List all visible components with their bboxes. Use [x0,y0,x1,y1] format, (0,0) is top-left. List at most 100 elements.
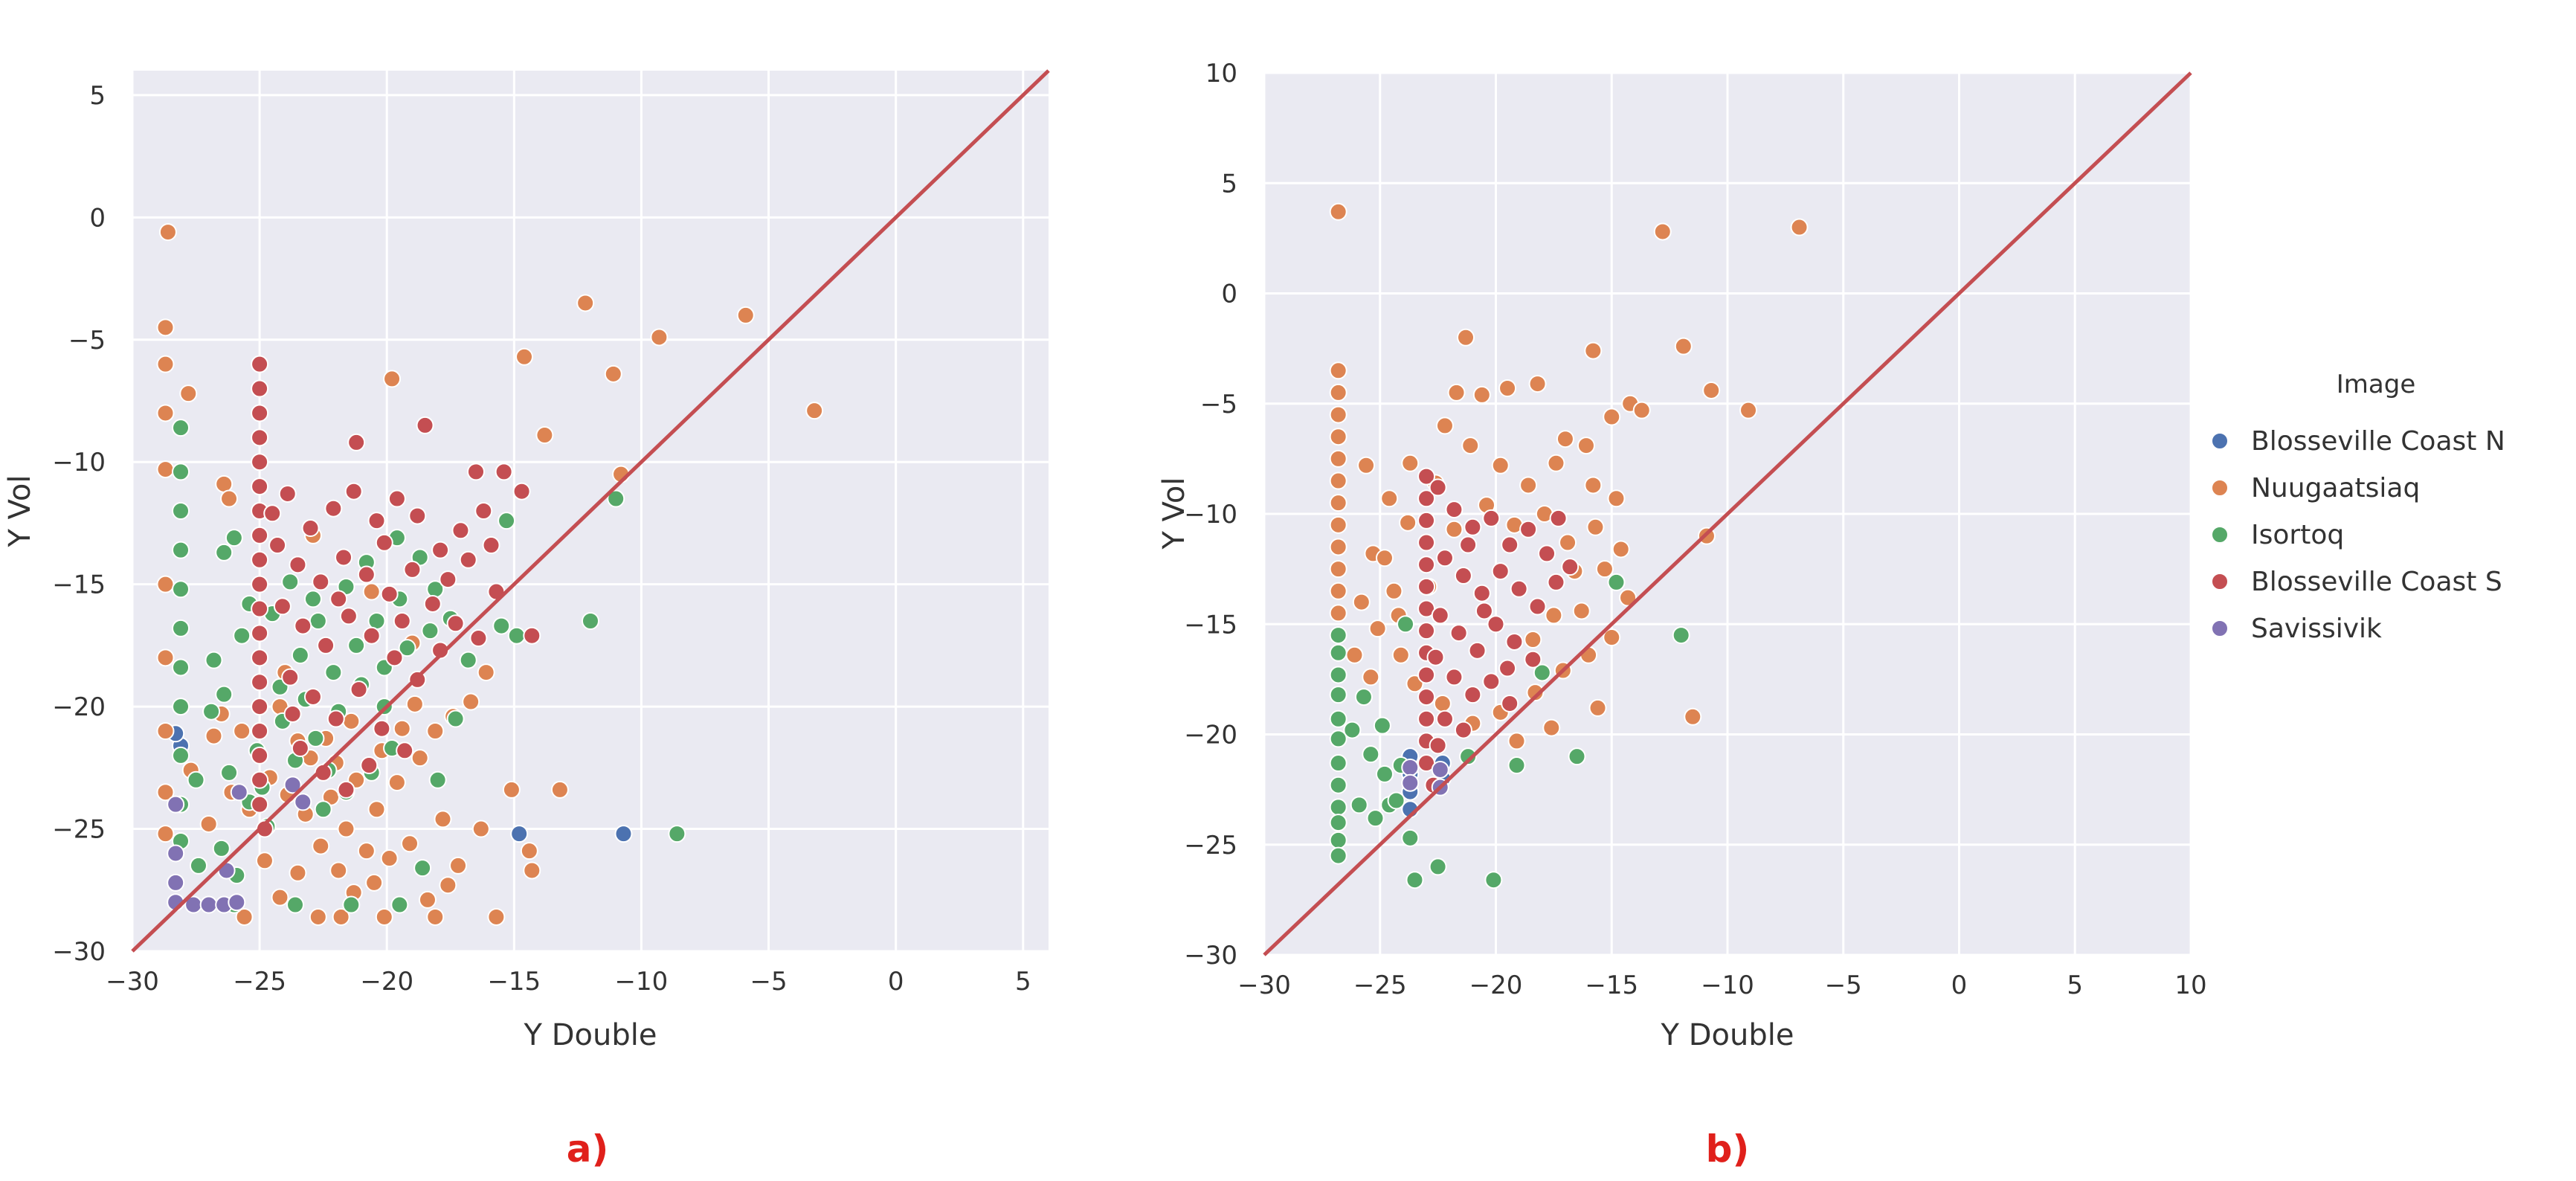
scatter-point [459,550,477,569]
scatter-point [235,907,254,926]
scatter-point [736,306,755,324]
scatter-point [1457,328,1475,347]
scatter-point [294,617,312,635]
scatter-point [367,800,386,819]
scatter-point [380,849,399,868]
scatter-point [1329,582,1347,600]
y-tick-label: −5 [68,326,106,355]
scatter-point [1568,747,1586,766]
scatter-point [482,536,500,555]
scatter-point [477,663,495,682]
scatter-point [1607,573,1626,591]
scatter-point [1464,686,1482,704]
scatter-point [498,512,516,530]
scatter-point [1533,663,1551,682]
scatter-point [230,783,248,802]
x-tick-label: 10 [2174,971,2206,1000]
y-tick-label: 5 [1221,169,1237,199]
scatter-point [367,512,386,530]
scatter-point [410,749,429,768]
scatter-point [1362,745,1380,764]
scatter-point [1547,454,1565,472]
scatter-point [426,907,445,926]
scatter-point [1491,562,1510,581]
scatter-point [459,651,477,669]
x-tick-label: 5 [1015,967,1031,997]
scatter-point [255,820,274,838]
y-axis-label-b: Y Vol [1157,477,1191,550]
y-tick-label: −20 [52,692,106,722]
scatter-point [1329,709,1347,728]
scatter-point [189,856,207,875]
scatter-point [434,810,452,828]
scatter-point [251,795,269,814]
scatter-point [1391,646,1410,664]
scatter-point [167,795,185,814]
y-tick-label: 5 [89,81,106,111]
scatter-point [215,543,234,561]
scatter-point [385,649,404,667]
scatter-point [1417,666,1436,684]
scatter-point [251,698,269,716]
scatter-point [220,763,239,782]
scatter-point [607,489,625,508]
scatter-point [172,746,190,765]
scatter-point [1329,814,1347,832]
scatter-point [156,783,175,802]
scatter-point [1790,218,1809,236]
scatter-point [251,673,269,692]
scatter-point [1429,736,1447,755]
scatter-point [286,895,305,914]
scatter-point [309,612,327,630]
scatter-point [156,825,175,843]
scatter-point [1611,540,1630,559]
scatter-point [650,328,669,347]
scatter-point [1417,556,1436,574]
scatter-point [1542,718,1561,737]
scatter-point [582,612,599,630]
scatter-point [1357,456,1376,474]
scatter-point [1329,666,1347,684]
scatter-point [1329,538,1347,556]
scatter-points-a [156,223,824,926]
scatter-point [1524,631,1542,649]
scatter-point [1399,513,1417,532]
panel-a: −30 −25 −20 −15 −10 −5 0 5 −30−25−20−15−10−505 … [3,69,1050,1171]
scatter-point [1528,375,1547,393]
scatter-point [1572,602,1591,620]
y-tick-label: 0 [89,203,106,233]
scatter-point [172,658,190,677]
scatter-point [421,622,439,640]
scatter-point [251,770,269,789]
scatter-point [375,907,393,926]
scatter-point [306,729,325,747]
scatter-point [1387,791,1405,810]
scatter-point [1454,567,1472,585]
scatter-point [329,861,348,880]
scatter-point [1482,509,1501,527]
panel-label-b: b) [1706,1127,1750,1171]
scatter-point [251,575,269,593]
scatter-point [283,776,302,794]
x-tick-label: −20 [1469,971,1523,1000]
scatter-point [172,419,190,437]
scatter-point [1329,686,1347,704]
x-tick-labels-a: −30 −25 −20 −15 −10 −5 0 5 [106,967,1031,997]
scatter-point [156,722,175,740]
scatter-point [1472,584,1491,602]
scatter-point [1538,544,1556,563]
x-axis-label-a: Y Double [524,1018,657,1052]
scatter-point [339,607,358,625]
scatter-point [1547,573,1565,591]
scatter-point [273,597,292,616]
scatter-point [1329,494,1347,512]
scatter-point [393,719,411,738]
scatter-point [512,482,531,501]
scatter-point [251,599,269,618]
scatter-point [187,770,205,789]
scatter-point [439,570,457,589]
scatter-point [1380,489,1399,508]
scatter-point [1405,871,1424,889]
scatter-point [451,521,470,540]
scatter-point [324,499,343,518]
